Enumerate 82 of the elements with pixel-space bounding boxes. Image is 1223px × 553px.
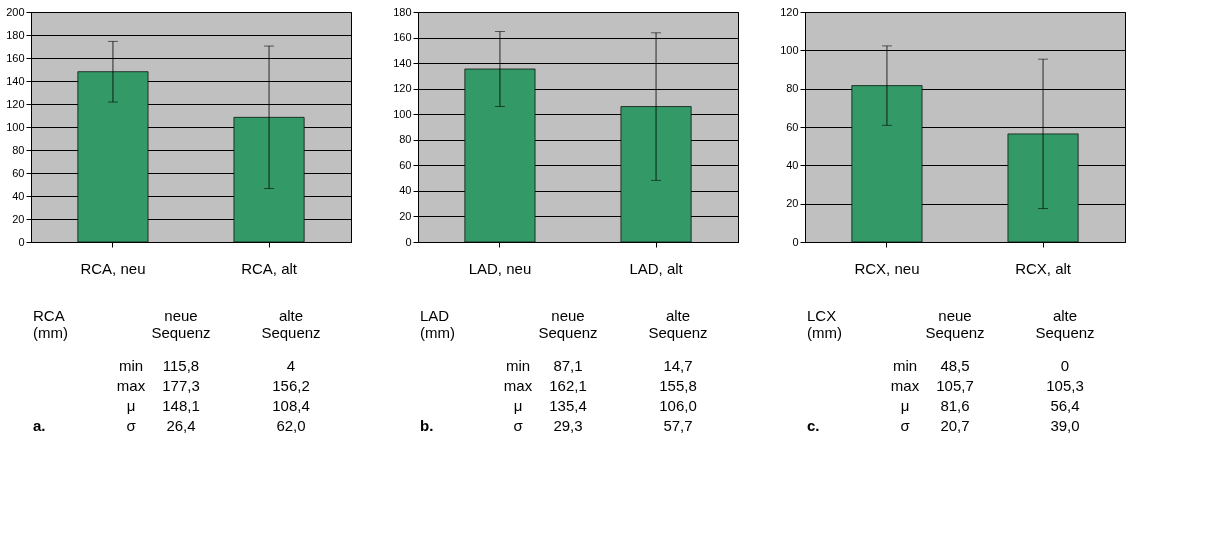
text: 106,0 xyxy=(659,397,697,414)
x-tick-label: RCA, neu xyxy=(80,259,146,277)
text: b. xyxy=(420,417,434,434)
y-tick-label: 180 xyxy=(6,28,25,41)
text: μ xyxy=(126,397,136,414)
text: 29,3 xyxy=(553,417,583,434)
text: 48,5 xyxy=(940,357,970,374)
y-tick-label: 20 xyxy=(786,197,799,210)
x-tick-label: RCX, alt xyxy=(1015,259,1072,277)
y-tick-label: 140 xyxy=(6,74,25,87)
text: min xyxy=(505,357,531,374)
x-tick-label: RCA, alt xyxy=(241,259,298,277)
text: neue Sequenz xyxy=(538,307,598,341)
y-tick-label: 40 xyxy=(399,184,412,197)
text: μ xyxy=(513,397,523,414)
text: 26,4 xyxy=(166,417,196,434)
text: 177,3 xyxy=(162,377,200,394)
y-tick-label: 60 xyxy=(12,166,25,179)
y-tick-label: 100 xyxy=(393,107,412,120)
text: alte Sequenz xyxy=(261,307,321,341)
text: neue Sequenz xyxy=(925,307,985,341)
y-tick-label: 160 xyxy=(393,31,412,44)
text: max xyxy=(116,377,146,394)
y-tick-label: 200 xyxy=(6,5,25,18)
text: max xyxy=(503,377,533,394)
text: a. xyxy=(33,417,46,434)
y-tick-label: 0 xyxy=(18,235,25,248)
y-tick-label: 80 xyxy=(399,133,412,146)
text: LCX (mm) xyxy=(807,307,842,341)
y-tick-label: 20 xyxy=(12,212,25,225)
text: 105,3 xyxy=(1046,377,1084,394)
text: 0 xyxy=(1060,357,1070,374)
text: σ xyxy=(513,417,524,434)
y-tick-label: 120 xyxy=(393,82,412,95)
text: σ xyxy=(126,417,137,434)
text: 81,6 xyxy=(940,397,970,414)
text: 115,8 xyxy=(162,357,200,374)
text: 87,1 xyxy=(553,357,583,374)
x-tick-label: LAD, neu xyxy=(468,259,532,277)
y-tick-label: 180 xyxy=(393,5,412,18)
y-tick-label: 120 xyxy=(780,5,799,18)
text: min xyxy=(118,357,144,374)
y-tick-label: 40 xyxy=(786,158,799,171)
y-tick-label: 40 xyxy=(12,189,25,202)
text: alte Sequenz xyxy=(1035,307,1095,341)
y-tick-label: 160 xyxy=(6,51,25,64)
y-tick-label: 60 xyxy=(786,120,799,133)
text: 162,1 xyxy=(549,377,587,394)
text: μ xyxy=(900,397,910,414)
x-tick-label: RCX, neu xyxy=(854,259,920,277)
y-tick-label: 140 xyxy=(393,56,412,69)
text: alte Sequenz xyxy=(648,307,708,341)
text: 156,2 xyxy=(272,377,310,394)
y-tick-label: 0 xyxy=(405,235,412,248)
text: min xyxy=(892,357,918,374)
text: 105,7 xyxy=(936,377,974,394)
x-tick-label: LAD, alt xyxy=(629,259,684,277)
text: max xyxy=(890,377,920,394)
text: 14,7 xyxy=(663,357,693,374)
text: neue Sequenz xyxy=(151,307,211,341)
y-tick-label: 60 xyxy=(399,158,412,171)
text: 135,4 xyxy=(549,397,587,414)
text: 62,0 xyxy=(276,417,306,434)
y-tick-label: 100 xyxy=(6,120,25,133)
text: c. xyxy=(807,417,820,434)
text: 4 xyxy=(286,357,296,374)
text: RCA (mm) xyxy=(33,307,68,341)
text: LAD (mm) xyxy=(420,307,455,341)
y-tick-label: 80 xyxy=(12,143,25,156)
y-tick-label: 80 xyxy=(786,82,799,95)
text: 57,7 xyxy=(663,417,693,434)
y-tick-label: 100 xyxy=(780,43,799,56)
text: 56,4 xyxy=(1050,397,1080,414)
text: 108,4 xyxy=(272,397,310,414)
text: 39,0 xyxy=(1050,417,1080,434)
text: σ xyxy=(900,417,911,434)
y-tick-label: 120 xyxy=(6,97,25,110)
text: 20,7 xyxy=(940,417,970,434)
text: 148,1 xyxy=(162,397,200,414)
y-tick-label: 20 xyxy=(399,209,412,222)
text: 155,8 xyxy=(659,377,697,394)
y-tick-label: 0 xyxy=(792,235,799,248)
